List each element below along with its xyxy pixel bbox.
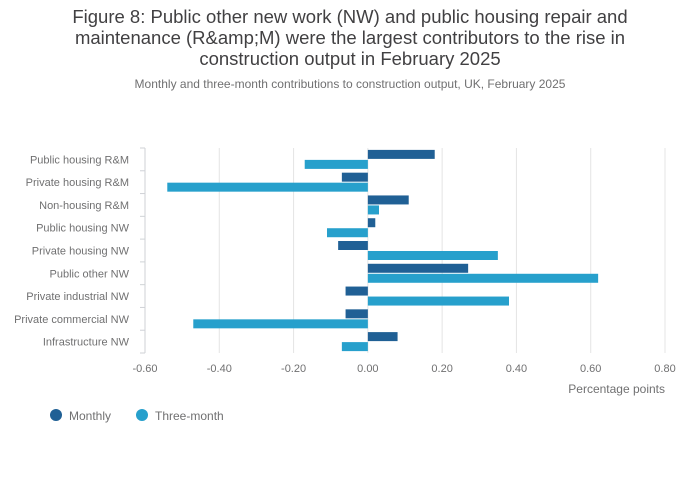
bar-monthly [367,332,398,342]
bar-three-month [367,205,379,215]
x-tick-label: -0.60 [132,363,157,375]
legend-marker [50,409,62,421]
bar-monthly [341,172,368,182]
bar-three-month [304,159,368,169]
category-label: Infrastructure NW [43,337,130,349]
legend-label: Three-month [155,409,224,423]
chart-title: Figure 8: Public other new work (NW) and… [72,6,628,69]
bar-monthly [345,286,368,296]
chart-header: Figure 8: Public other new work (NW) and… [0,6,700,91]
x-tick-label: 0.60 [580,363,601,375]
bar-three-month [193,319,368,329]
category-label: Private industrial NW [26,291,129,303]
category-label: Private housing NW [32,246,130,258]
legend-label: Monthly [69,409,111,423]
bar-monthly [345,309,368,319]
x-tick-label: 0.20 [431,363,452,375]
bar-monthly [367,149,435,159]
category-label: Public housing NW [36,223,130,235]
bar-three-month [341,342,368,352]
x-tick-label: -0.20 [281,363,306,375]
category-label: Public other NW [50,268,130,280]
x-tick-label: -0.40 [207,363,232,375]
bar-monthly [367,263,469,273]
x-tick-label: 0.40 [506,363,527,375]
x-tick-label: 0.00 [357,363,378,375]
category-label: Public housing R&M [30,154,129,166]
category-label: Non-housing R&M [39,200,129,212]
bar-three-month [167,182,368,192]
category-label: Private commercial NW [14,314,130,326]
bar-monthly [367,195,409,205]
bar-monthly [367,218,376,228]
bar-three-month [367,296,509,306]
legend-marker [136,409,148,421]
category-label: Private housing R&M [26,177,129,189]
x-axis-title: Percentage points [568,382,665,396]
bar-monthly [338,241,368,250]
bar-three-month [367,251,498,260]
bar-three-month [327,228,368,238]
bar-three-month [367,273,599,283]
x-tick-label: 0.80 [654,363,675,375]
chart-subtitle: Monthly and three-month contributions to… [134,77,566,91]
